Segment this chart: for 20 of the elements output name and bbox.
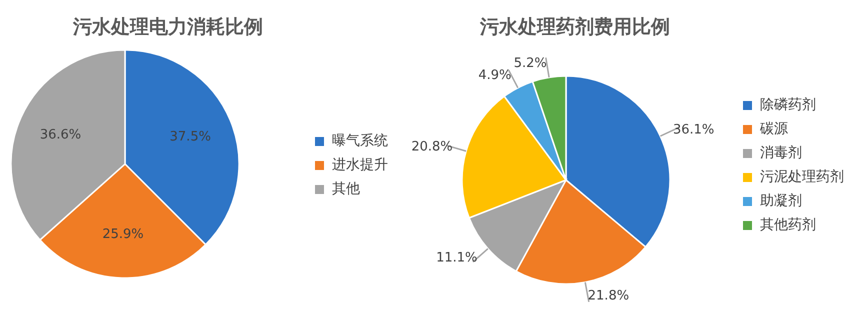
chart-title: 污水处理电力消耗比例 [72, 15, 264, 40]
data-label: 21.8% [588, 288, 630, 304]
legend-label: 进水提升 [332, 156, 388, 174]
data-label: 36.1% [672, 122, 714, 138]
data-label: 20.8% [411, 140, 453, 155]
data-label: 36.6% [40, 128, 82, 143]
legend-label: 碳源 [760, 120, 788, 138]
legend-label: 助凝剂 [760, 192, 802, 210]
data-label: 5.2% [514, 56, 547, 72]
legend-label: 污泥处理药剂 [760, 168, 844, 186]
legend-label: 其他 [332, 180, 360, 198]
legend-label: 消毒剂 [760, 144, 802, 162]
data-label: 4.9% [478, 68, 512, 83]
legend-label: 除磷药剂 [760, 96, 816, 114]
data-label: 11.1% [436, 250, 478, 266]
data-label: 37.5% [170, 129, 211, 144]
legend-label: 曝气系统 [332, 132, 388, 150]
data-label: 25.9% [102, 227, 144, 242]
chart-title: 污水处理药剂费用比例 [478, 15, 671, 40]
legend-label: 其他药剂 [760, 216, 816, 234]
